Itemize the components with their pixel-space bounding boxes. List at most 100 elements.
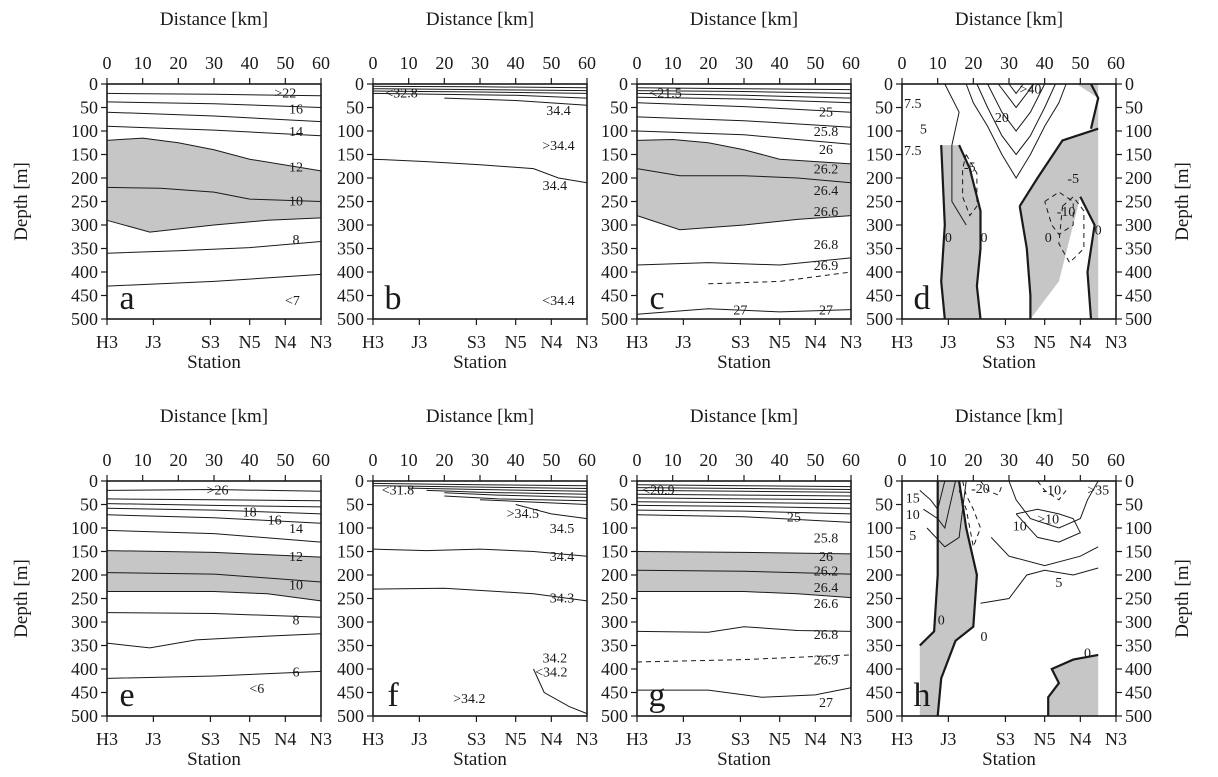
contour-line	[372, 485, 588, 489]
depth-tick-label: 500	[71, 706, 98, 726]
contour-line	[636, 116, 852, 128]
depth-tick-label: 300	[71, 215, 98, 235]
contour-label: 34.4	[543, 179, 568, 194]
contour-label: 12	[289, 550, 303, 565]
contour-line	[106, 498, 322, 502]
panel-d: 7.557.520>40-5-5-100 0 0 00 10 20 30 40 50 60Dist…	[866, 9, 1193, 373]
station-tick-label: H3	[362, 729, 384, 749]
contour-label: >26	[207, 483, 229, 498]
contour-dashed-line	[1058, 196, 1085, 264]
station-tick-label: J3	[940, 332, 956, 352]
depth-tick-label-right: 100	[1125, 518, 1152, 538]
depth-tick-label: 100	[601, 121, 628, 141]
depth-tick-label: 50	[80, 98, 98, 118]
contour-line	[1015, 508, 1081, 543]
contour-label: 25.8	[814, 531, 839, 546]
contour-label: 27	[733, 304, 747, 319]
depth-tick-label: 100	[337, 121, 364, 141]
depth-tick-label-right: 50	[1125, 98, 1143, 118]
distance-tick-label: 30	[1000, 450, 1018, 470]
contour-line	[636, 92, 852, 99]
depth-tick-label: 350	[337, 636, 364, 656]
contour-line	[636, 90, 852, 94]
contour-label: 26.2	[814, 564, 839, 579]
shaded-region	[941, 145, 981, 319]
contour-label: 5	[909, 529, 916, 544]
station-tick-label: N4	[540, 332, 562, 352]
station-tick-label: N3	[576, 332, 598, 352]
contour-line	[106, 503, 322, 508]
distance-tick-label: 60	[1107, 53, 1125, 73]
depth-tick-label: 200	[866, 565, 893, 585]
contour-label: >34.5	[507, 507, 539, 522]
distance-tick-label: 20	[699, 450, 717, 470]
depth-tick-label-right: 200	[1125, 168, 1152, 188]
shaded-region	[919, 481, 977, 716]
depth-tick-label: 250	[866, 192, 893, 212]
contour-line	[372, 158, 588, 184]
depth-tick-label: 0	[884, 471, 893, 491]
contour-label: 26.8	[814, 238, 839, 253]
contour-label: >22	[274, 86, 296, 101]
depth-tick-label: 250	[866, 589, 893, 609]
station-tick-label: N4	[274, 332, 296, 352]
depth-tick-label: 200	[337, 565, 364, 585]
contour-line	[106, 273, 322, 287]
station-tick-label: N4	[1069, 729, 1091, 749]
contour-label: 25	[819, 105, 833, 120]
contour-line	[636, 489, 852, 493]
station-tick-label: H3	[362, 332, 384, 352]
distance-tick-label: 0	[633, 53, 642, 73]
depth-tick-label: 400	[601, 659, 628, 679]
station-tick-label: N4	[1069, 332, 1091, 352]
contour-label: >40	[1019, 83, 1041, 98]
depth-tick-label-right: 450	[1125, 683, 1152, 703]
contour-line	[637, 591, 852, 599]
contour-line	[636, 308, 852, 315]
depth-tick-label-right: 150	[1125, 542, 1152, 562]
distance-tick-label: 20	[435, 450, 453, 470]
contour-label: 7.5	[904, 144, 922, 159]
station-tick-label: N5	[1034, 332, 1056, 352]
depth-tick-label: 300	[337, 612, 364, 632]
contour-line	[636, 257, 852, 266]
station-tick-label: H3	[96, 729, 118, 749]
depth-tick-label: 50	[80, 495, 98, 515]
depth-tick-label: 0	[355, 471, 364, 491]
contour-label: 0	[981, 630, 988, 645]
distance-tick-label: 20	[169, 450, 187, 470]
distance-tick-label: 60	[312, 450, 330, 470]
depth-tick-label: 100	[866, 121, 893, 141]
distance-axis-title: Distance [km]	[955, 9, 1063, 30]
station-tick-label: H3	[891, 729, 913, 749]
distance-tick-label: 60	[578, 450, 596, 470]
distance-tick-label: 40	[771, 53, 789, 73]
contour-label: 10	[289, 578, 303, 593]
distance-tick-label: 60	[842, 450, 860, 470]
station-tick-label: J3	[675, 332, 691, 352]
station-tick-label: S3	[467, 729, 486, 749]
distance-axis-title: Distance [km]	[690, 9, 798, 30]
distance-tick-label: 40	[241, 450, 259, 470]
contour-label: 25	[787, 510, 801, 525]
contour-label: -10	[1057, 205, 1076, 220]
panel-letter: c	[649, 280, 664, 317]
contour-label: 14	[289, 522, 303, 537]
contour-label: <6	[249, 682, 264, 697]
depth-tick-label: 400	[337, 659, 364, 679]
depth-tick-label: 350	[866, 239, 893, 259]
distance-tick-label: 0	[103, 53, 112, 73]
contour-line	[106, 670, 322, 679]
depth-tick-label: 200	[601, 168, 628, 188]
contour-label: 26.4	[814, 184, 839, 199]
station-tick-label: N4	[804, 332, 826, 352]
depth-tick-label-right: 100	[1125, 121, 1152, 141]
station-tick-label: S3	[467, 332, 486, 352]
station-tick-label: S3	[996, 729, 1015, 749]
contour-dashed-line	[980, 480, 1003, 496]
contour-label: 34.5	[550, 522, 575, 537]
panel-letter: f	[387, 677, 399, 714]
depth-tick-label: 100	[337, 518, 364, 538]
depth-tick-label: 150	[71, 145, 98, 165]
contour-label: 12	[289, 160, 303, 175]
